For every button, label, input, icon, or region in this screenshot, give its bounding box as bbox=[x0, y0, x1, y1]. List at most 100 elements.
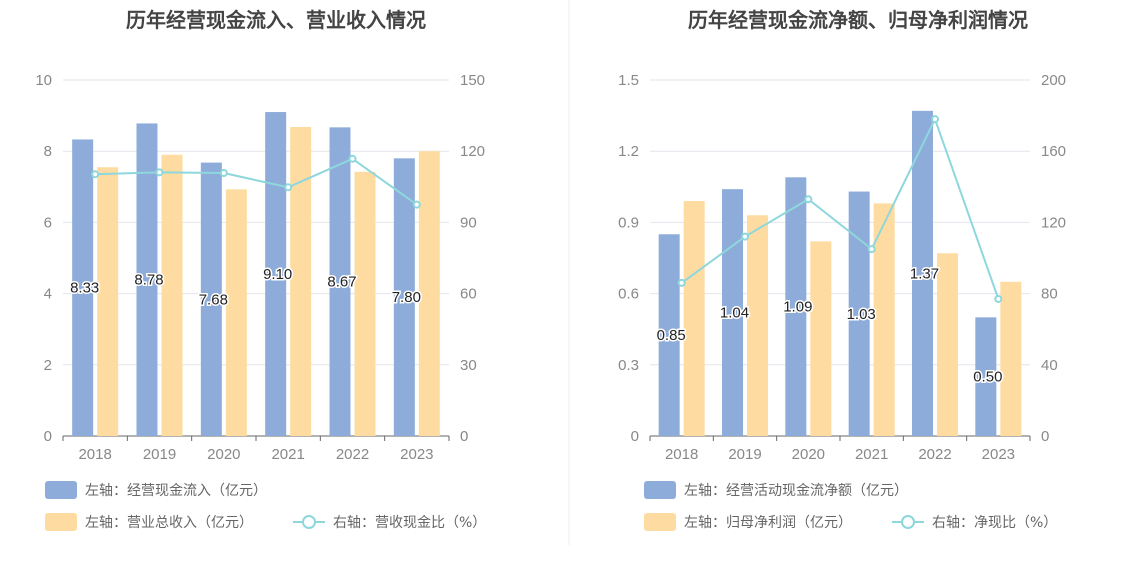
y-left-tick-label: 0 bbox=[44, 428, 52, 445]
bar-primary[interactable] bbox=[658, 234, 680, 436]
y-right-tick-label: 80 bbox=[1041, 286, 1058, 303]
ratio-point[interactable] bbox=[931, 115, 939, 124]
y-right-tick-label: 0 bbox=[460, 428, 468, 445]
legend-label[interactable]: 左轴：经营活动现金流净额（亿元） bbox=[684, 483, 908, 499]
ratio-line bbox=[681, 116, 1000, 300]
bar-primary[interactable] bbox=[785, 177, 807, 436]
y-right-tick-label: 40 bbox=[1041, 357, 1058, 374]
x-tick-label: 2023 bbox=[982, 446, 1015, 463]
x-tick-label: 2020 bbox=[792, 446, 825, 463]
x-tick-label: 2020 bbox=[207, 446, 240, 463]
y-left-tick-label: 8 bbox=[44, 143, 52, 160]
x-tick-label: 2021 bbox=[271, 446, 304, 463]
y-right-tick-label: 0 bbox=[1041, 428, 1049, 445]
y-right-tick-label: 200 bbox=[1041, 72, 1066, 89]
data-label: 9.10 bbox=[263, 266, 292, 283]
bar-secondary[interactable] bbox=[161, 154, 183, 436]
bar-primary[interactable] bbox=[265, 112, 287, 436]
legend-swatch-bar[interactable] bbox=[644, 481, 676, 499]
y-left-tick-label: 1.5 bbox=[618, 72, 639, 89]
ratio-point[interactable] bbox=[412, 200, 421, 209]
y-right-tick-label: 150 bbox=[460, 72, 485, 89]
ratio-point[interactable] bbox=[994, 294, 1003, 303]
bar-primary[interactable] bbox=[848, 191, 870, 436]
bar-secondary[interactable] bbox=[418, 151, 440, 436]
legend-label[interactable]: 左轴：营业总收入（亿元） bbox=[85, 515, 253, 531]
data-label: 8.78 bbox=[134, 272, 163, 289]
data-label: 7.80 bbox=[392, 289, 421, 306]
bar-primary[interactable] bbox=[393, 158, 415, 436]
legend-swatch-bar[interactable] bbox=[644, 513, 676, 531]
ratio-point[interactable] bbox=[155, 168, 164, 177]
y-right-tick-label: 30 bbox=[460, 357, 477, 374]
ratio-point[interactable] bbox=[91, 170, 100, 179]
ratio-point[interactable] bbox=[348, 154, 357, 163]
bar-primary[interactable] bbox=[975, 317, 997, 436]
y-right-tick-label: 160 bbox=[1041, 143, 1066, 160]
y-left-tick-label: 10 bbox=[35, 72, 52, 89]
y-left-tick-label: 0.6 bbox=[618, 286, 639, 303]
bar-secondary[interactable] bbox=[1000, 281, 1022, 436]
ratio-point[interactable] bbox=[219, 169, 228, 178]
y-right-tick-label: 120 bbox=[460, 143, 485, 160]
x-tick-label: 2019 bbox=[728, 446, 761, 463]
y-left-tick-label: 0 bbox=[631, 428, 639, 445]
bar-secondary[interactable] bbox=[747, 215, 768, 436]
bar-secondary[interactable] bbox=[354, 171, 376, 436]
y-right-tick-label: 90 bbox=[460, 214, 477, 231]
y-left-tick-label: 2 bbox=[44, 357, 52, 374]
chart-2-title: 历年经营现金流净额、归母净利润情况 bbox=[688, 8, 1028, 32]
bar-primary[interactable] bbox=[722, 189, 743, 436]
bar-secondary[interactable] bbox=[290, 126, 312, 436]
legend-label[interactable]: 左轴：归母净利润（亿元） bbox=[684, 514, 852, 531]
data-label: 1.03 bbox=[847, 306, 876, 323]
ratio-point[interactable] bbox=[804, 195, 813, 204]
y-left-tick-label: 0.9 bbox=[618, 214, 639, 231]
y-left-tick-label: 4 bbox=[44, 286, 52, 303]
x-tick-label: 2019 bbox=[143, 446, 176, 463]
legend-swatch-bar[interactable] bbox=[45, 513, 77, 531]
ratio-point[interactable] bbox=[677, 278, 686, 287]
data-label: 1.09 bbox=[783, 299, 812, 316]
legend-line-marker[interactable] bbox=[901, 515, 915, 529]
data-label: 8.33 bbox=[70, 280, 99, 297]
chart-1: 历年经营现金流入、营业收入情况 左轴：经营现金流入（亿元） 左轴：营业总收入（亿… bbox=[45, 8, 486, 531]
ratio-line bbox=[95, 157, 418, 206]
bar-secondary[interactable] bbox=[873, 203, 895, 436]
ratio-point[interactable] bbox=[284, 183, 293, 192]
chart-2: 历年经营现金流净额、归母净利润情况 左轴：经营活动现金流净额（亿元） 左轴：归母… bbox=[644, 8, 1057, 531]
bar-secondary[interactable] bbox=[937, 253, 958, 436]
data-label: 7.68 bbox=[199, 291, 228, 308]
ratio-point[interactable] bbox=[867, 245, 876, 254]
legend-label[interactable]: 右轴：净现比（%） bbox=[932, 515, 1057, 531]
chart-1-legend: 左轴：经营现金流入（亿元） 左轴：营业总收入（亿元） 右轴：营收现金比（%） bbox=[45, 481, 486, 531]
data-label: 0.50 bbox=[973, 369, 1002, 386]
y-left-tick-label: 0.3 bbox=[618, 357, 639, 374]
y-left-tick-label: 6 bbox=[44, 214, 52, 231]
bar-secondary[interactable] bbox=[683, 201, 705, 436]
ratio-point[interactable] bbox=[741, 232, 749, 241]
bar-primary[interactable] bbox=[912, 110, 933, 436]
legend-label[interactable]: 左轴：经营现金流入（亿元） bbox=[85, 483, 267, 499]
x-tick-label: 2018 bbox=[78, 446, 111, 463]
bar-secondary[interactable] bbox=[225, 189, 247, 436]
x-tick-label: 2018 bbox=[665, 446, 698, 463]
bar-primary[interactable] bbox=[136, 123, 158, 436]
x-tick-label: 2021 bbox=[855, 446, 888, 463]
bar-primary[interactable] bbox=[200, 162, 222, 437]
legend-label[interactable]: 右轴：营收现金比（%） bbox=[333, 515, 486, 531]
x-tick-label: 2022 bbox=[918, 446, 951, 463]
bar-primary[interactable] bbox=[329, 127, 351, 437]
bar-secondary[interactable] bbox=[97, 167, 119, 436]
data-label: 1.37 bbox=[910, 265, 939, 282]
bar-secondary[interactable] bbox=[810, 241, 832, 436]
y-left-tick-label: 1.2 bbox=[618, 143, 639, 160]
legend-swatch-bar[interactable] bbox=[45, 481, 77, 499]
legend-line-marker[interactable] bbox=[302, 515, 316, 529]
y-right-tick-label: 120 bbox=[1041, 214, 1066, 231]
x-tick-label: 2022 bbox=[336, 446, 369, 463]
x-tick-label: 2023 bbox=[400, 446, 433, 463]
bar-primary[interactable] bbox=[72, 139, 94, 436]
